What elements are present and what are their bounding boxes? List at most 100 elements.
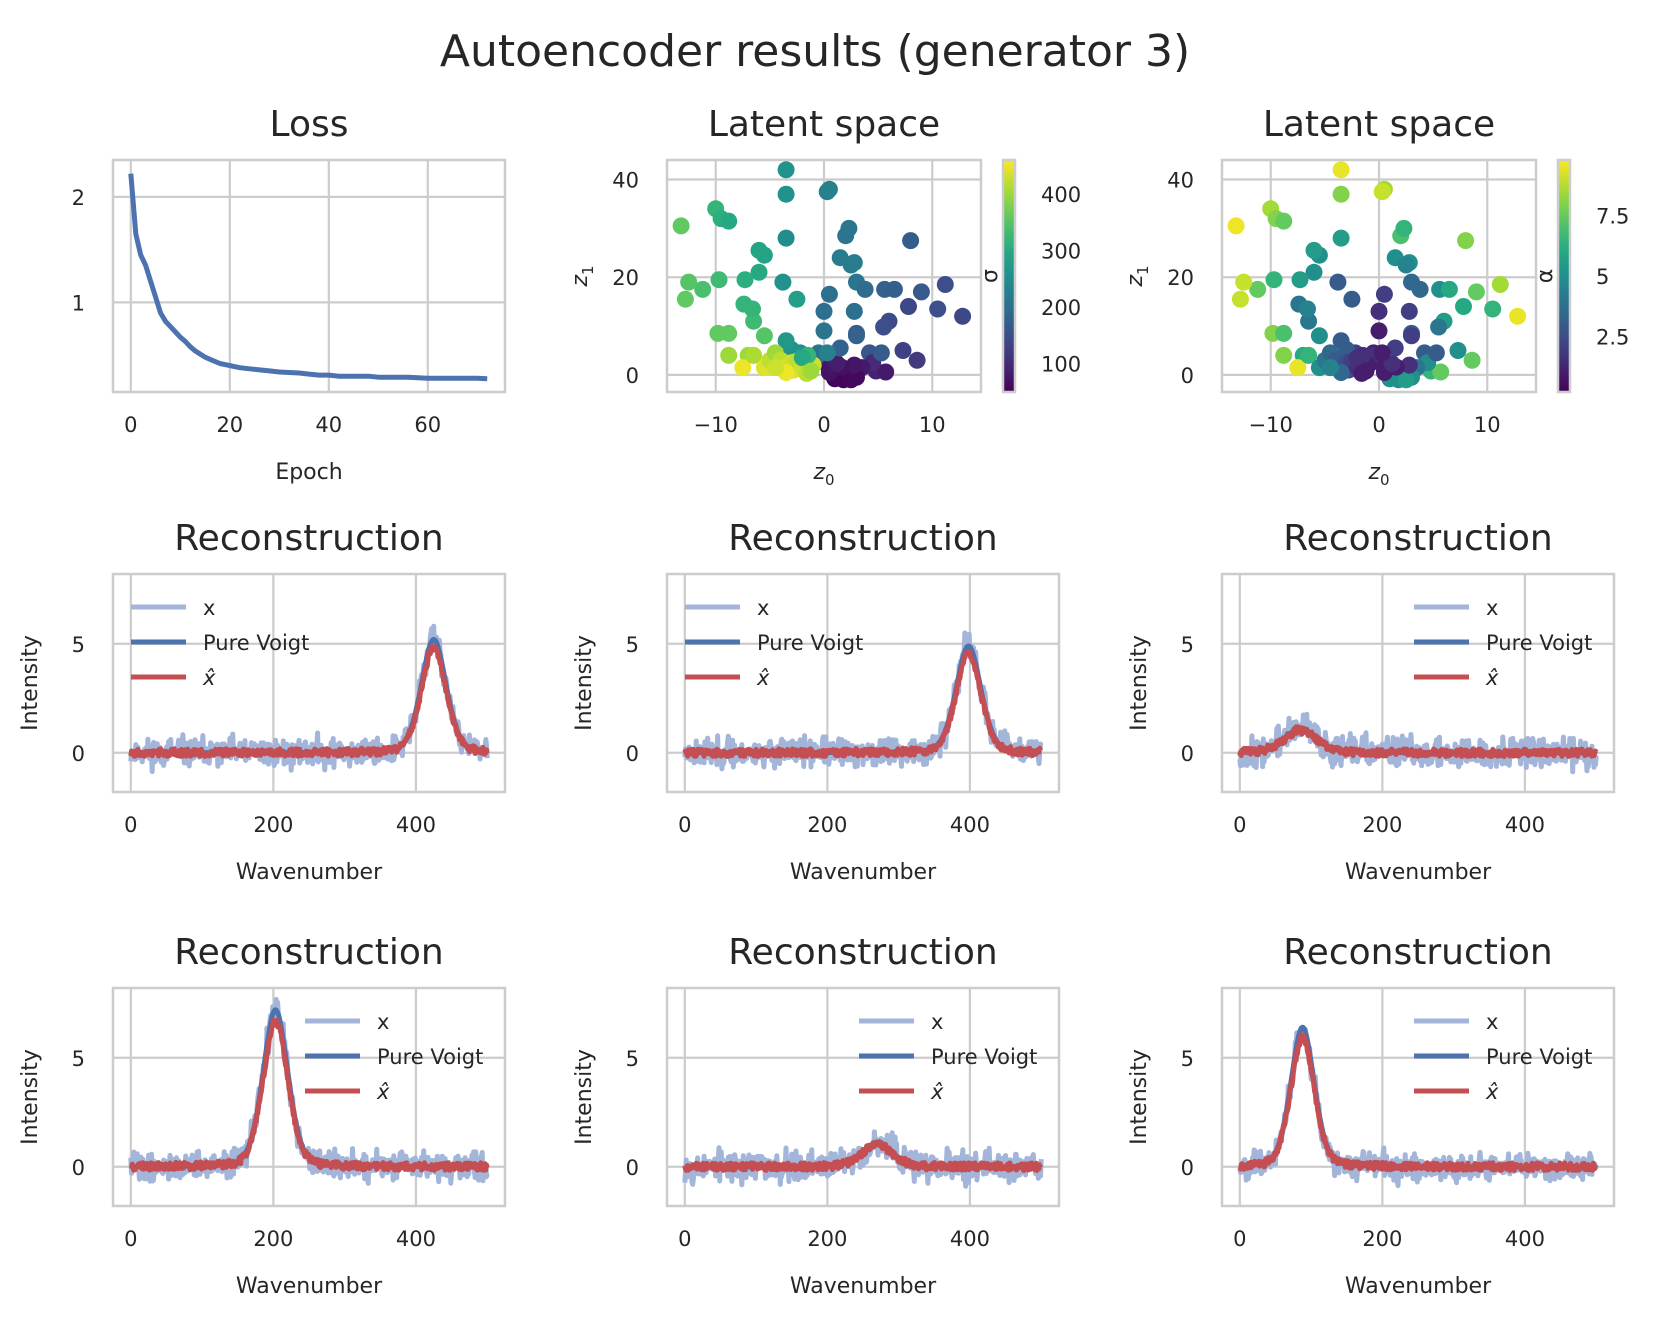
axes-title: Reconstruction <box>728 932 997 973</box>
legend-label: x̂ <box>376 1080 390 1104</box>
scatter-point <box>875 318 893 336</box>
scatter-point <box>793 349 811 367</box>
y-tick-label: 5 <box>72 633 85 657</box>
x-tick-label: 200 <box>253 813 293 837</box>
scatter-point <box>1491 276 1509 293</box>
x-tick-label: 400 <box>396 813 436 837</box>
scatter-point <box>766 359 784 377</box>
axes-title: Reconstruction <box>728 518 997 559</box>
x-axis-label: Wavenumber <box>1345 860 1492 885</box>
scatter-point <box>1383 355 1401 373</box>
scatter-point <box>745 312 763 330</box>
y-axis-label: Intensity <box>18 635 43 731</box>
axes-frame <box>111 986 507 1208</box>
scatter-point <box>802 362 820 380</box>
scatter-point <box>710 271 728 289</box>
scatter-point <box>1411 280 1429 298</box>
x-tick-label: 0 <box>678 813 691 837</box>
x-axis-label: z0 <box>1367 460 1389 489</box>
y-axis-label: Intensity <box>572 1049 597 1145</box>
x-tick-label: 40 <box>315 413 342 437</box>
series-pure-voigt <box>129 1007 489 1170</box>
scatter-point <box>840 219 858 237</box>
scatter-point <box>877 363 895 381</box>
scatter-point <box>1332 332 1350 350</box>
series-x-hat <box>129 1017 490 1173</box>
colorbar-tick-label: 100 <box>1041 353 1081 377</box>
scatter-point <box>1332 229 1350 247</box>
x-tick-label: 0 <box>124 413 137 437</box>
scatter-point <box>1275 346 1293 364</box>
scatter-point <box>815 302 833 320</box>
y-tick-label: 0 <box>72 742 85 766</box>
legend-label: x̂ <box>1485 666 1499 690</box>
y-tick-label: 0 <box>1181 1156 1194 1180</box>
x-tick-label: 0 <box>1233 813 1246 837</box>
y-axis-label: z1 <box>568 265 597 287</box>
legend-label: x̂ <box>1485 1080 1499 1104</box>
scatter-point <box>734 359 752 377</box>
x-tick-label: 200 <box>807 813 847 837</box>
scatter-point <box>1289 359 1307 377</box>
scatter-point <box>900 298 917 315</box>
x-tick-label: −10 <box>1249 413 1293 437</box>
scatter-point <box>680 273 698 291</box>
scatter-point <box>818 183 836 201</box>
legend-label: x <box>1486 596 1498 620</box>
scatter-point <box>1329 273 1347 291</box>
legend-label: x <box>203 596 215 620</box>
legend-label: Pure Voigt <box>377 1045 483 1069</box>
x-tick-label: 400 <box>396 1227 436 1251</box>
scatter-point <box>777 185 795 203</box>
y-axis-label: z1 <box>1123 265 1152 287</box>
axes-frame <box>111 158 507 394</box>
scatter-point <box>902 232 920 250</box>
legend-label: x <box>1486 1010 1498 1034</box>
x-axis-label: Wavenumber <box>1345 1274 1492 1299</box>
axes-title: Latent space <box>1263 104 1495 145</box>
x-tick-label: 10 <box>919 413 946 437</box>
axes-frame <box>665 158 983 394</box>
x-tick-label: 400 <box>1505 813 1545 837</box>
scatter-point <box>745 346 763 364</box>
scatter-point <box>750 241 768 259</box>
x-tick-label: −10 <box>694 413 738 437</box>
scatter-point <box>842 371 860 389</box>
scatter-point <box>1449 342 1467 359</box>
y-axis-label: Intensity <box>1127 1049 1152 1145</box>
axes-title: Loss <box>270 104 349 145</box>
colorbar-tick-label: 200 <box>1041 296 1081 320</box>
x-tick-label: 0 <box>678 1227 691 1251</box>
x-tick-label: 60 <box>414 413 441 437</box>
x-tick-label: 200 <box>253 1227 293 1251</box>
scatter-point <box>1455 298 1472 315</box>
y-tick-label: 40 <box>612 169 639 193</box>
scatter-point <box>831 339 849 357</box>
scatter-point <box>1397 371 1415 389</box>
scatter-point <box>842 256 860 274</box>
reconstruction-axes-6: 0 200 400 0 5 x Pure Voigt x̂ Reconstruction Wave… <box>1127 932 1616 1299</box>
scatter-point <box>845 356 863 374</box>
colorbar-label: α <box>1533 269 1558 284</box>
scatter-point <box>1231 290 1249 308</box>
scatter-point <box>1395 219 1413 237</box>
scatter-point <box>1386 339 1404 357</box>
y-tick-label: 5 <box>1181 633 1194 657</box>
x-tick-label: 0 <box>817 413 830 437</box>
scatter-point <box>1440 280 1458 298</box>
scatter-point <box>1321 359 1339 377</box>
axes-frame <box>1220 986 1616 1208</box>
scatter-point <box>1332 185 1350 203</box>
scatter-point <box>777 332 795 350</box>
x-tick-label: 200 <box>1362 813 1402 837</box>
x-tick-label: 0 <box>1233 1227 1246 1251</box>
y-tick-label: 0 <box>626 364 639 388</box>
scatter-point <box>1275 324 1293 342</box>
x-tick-label: 200 <box>807 1227 847 1251</box>
series-x-hat <box>682 1139 1044 1173</box>
x-tick-label: 400 <box>1505 1227 1545 1251</box>
y-axis-label: Intensity <box>572 635 597 731</box>
scatter-point <box>720 324 738 342</box>
y-tick-label: 0 <box>1181 364 1194 388</box>
